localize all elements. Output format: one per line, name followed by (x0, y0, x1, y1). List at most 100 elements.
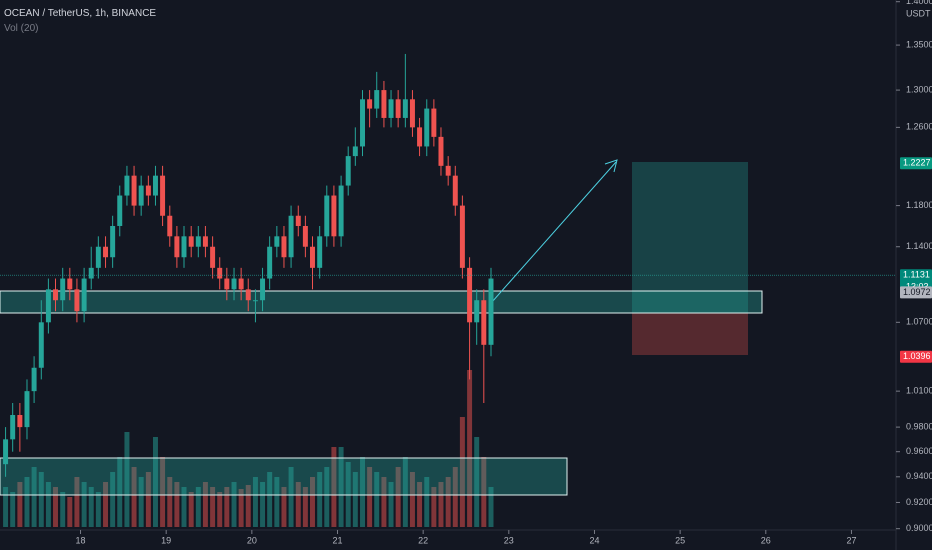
candle-body (295, 215, 301, 226)
candle-body (459, 205, 465, 268)
y-tick-label: 1.4000 (906, 0, 932, 6)
candle-body (138, 185, 144, 206)
y-tick-label: 0.9600 (906, 446, 932, 456)
volume-bar (417, 482, 423, 527)
candle-body (352, 146, 358, 157)
price-badge (900, 350, 932, 363)
volume-bar (95, 492, 101, 527)
candle-body (160, 175, 166, 216)
candle-body (131, 175, 137, 206)
volume-bar (152, 437, 158, 527)
x-tick-label: 23 (504, 535, 514, 545)
volume-bar (174, 482, 180, 527)
candle-body (53, 289, 58, 301)
y-tick-label: 1.1800 (906, 200, 932, 210)
candle-body (417, 127, 423, 147)
volume-bar (160, 457, 166, 527)
price-badge-label: 1.2227 (903, 158, 931, 168)
volume-bar (53, 487, 58, 527)
candle-body (117, 195, 123, 226)
volume-bar (3, 487, 9, 527)
candle-body (481, 300, 487, 345)
volume-bar (138, 477, 144, 527)
candle-body (110, 225, 116, 258)
y-tick-label: 0.9200 (906, 497, 932, 507)
y-tick-label: 0.9400 (906, 471, 932, 481)
volume-bar (352, 472, 358, 527)
candle-body (245, 289, 251, 301)
volume-bar (367, 467, 373, 527)
candle-body (24, 391, 30, 428)
price-badge (900, 157, 932, 170)
volume-bar (110, 472, 116, 527)
candle-body (388, 99, 394, 118)
target-zone (632, 162, 748, 313)
candle-body (467, 267, 473, 323)
volume-bar (67, 497, 73, 527)
candle-body (395, 99, 401, 118)
volume-bar (331, 447, 337, 527)
candle-body (174, 236, 180, 258)
volume-bar (295, 482, 301, 527)
volume-bar (309, 477, 315, 527)
y-tick-label: 1.3500 (906, 39, 932, 49)
candle-body (424, 108, 430, 147)
candle-body (374, 90, 380, 109)
candle-body (345, 156, 351, 186)
volume-pane (3, 370, 494, 527)
candle-body (188, 236, 194, 247)
y-tick-label: 1.0700 (906, 317, 932, 327)
volume-bar (17, 482, 23, 527)
candle-body (167, 215, 173, 237)
candles (3, 53, 494, 477)
candle-body (231, 278, 237, 290)
volume-bar (445, 477, 451, 527)
candle-body (402, 99, 408, 118)
price-badge-label: 1.0396 (903, 351, 931, 361)
y-tick-label: 1.3000 (906, 84, 932, 94)
price-badge (900, 286, 932, 299)
candle-body (103, 246, 109, 258)
candle-body (38, 322, 44, 368)
volume-bar (188, 492, 194, 527)
candle-body (309, 246, 315, 268)
volume-bar (374, 472, 380, 527)
candle-body (3, 439, 9, 465)
volume-bar (267, 472, 273, 527)
arrow-head (604, 159, 618, 173)
volume-bar (24, 477, 30, 527)
volume-bar (438, 482, 444, 527)
candle-body (210, 246, 216, 268)
candle-body (381, 90, 387, 118)
candle-body (409, 99, 415, 128)
x-tick-label: 26 (761, 535, 771, 545)
candle-body (367, 99, 373, 109)
candle-body (252, 300, 258, 302)
volume-bar (217, 492, 223, 527)
candle-body (31, 367, 37, 392)
candle-body (331, 195, 337, 237)
volume-bar (481, 457, 487, 527)
x-tick-label: 18 (76, 535, 86, 545)
volume-bar (38, 472, 44, 527)
volume-bar (281, 487, 287, 527)
candle-body (95, 246, 101, 268)
candle-body (288, 215, 294, 258)
volume-bar (260, 482, 266, 527)
volume-bar (117, 457, 123, 527)
y-tick-label: 1.0100 (906, 386, 932, 396)
candle-body (124, 175, 130, 196)
candle-body (267, 246, 273, 279)
volume-bar (317, 472, 323, 527)
y-tick-label: 0.9000 (906, 523, 932, 533)
stop-zone (632, 313, 748, 355)
volume-bar (181, 487, 187, 527)
candle-body (81, 278, 87, 312)
candle-body (360, 99, 366, 147)
candle-body (17, 414, 23, 428)
y-tick-label: 1.1400 (906, 241, 932, 251)
volume-bar (245, 485, 251, 527)
price-badge-label: 1.1131 (903, 270, 930, 280)
volume-bar (31, 467, 37, 527)
candle-body (438, 136, 444, 166)
